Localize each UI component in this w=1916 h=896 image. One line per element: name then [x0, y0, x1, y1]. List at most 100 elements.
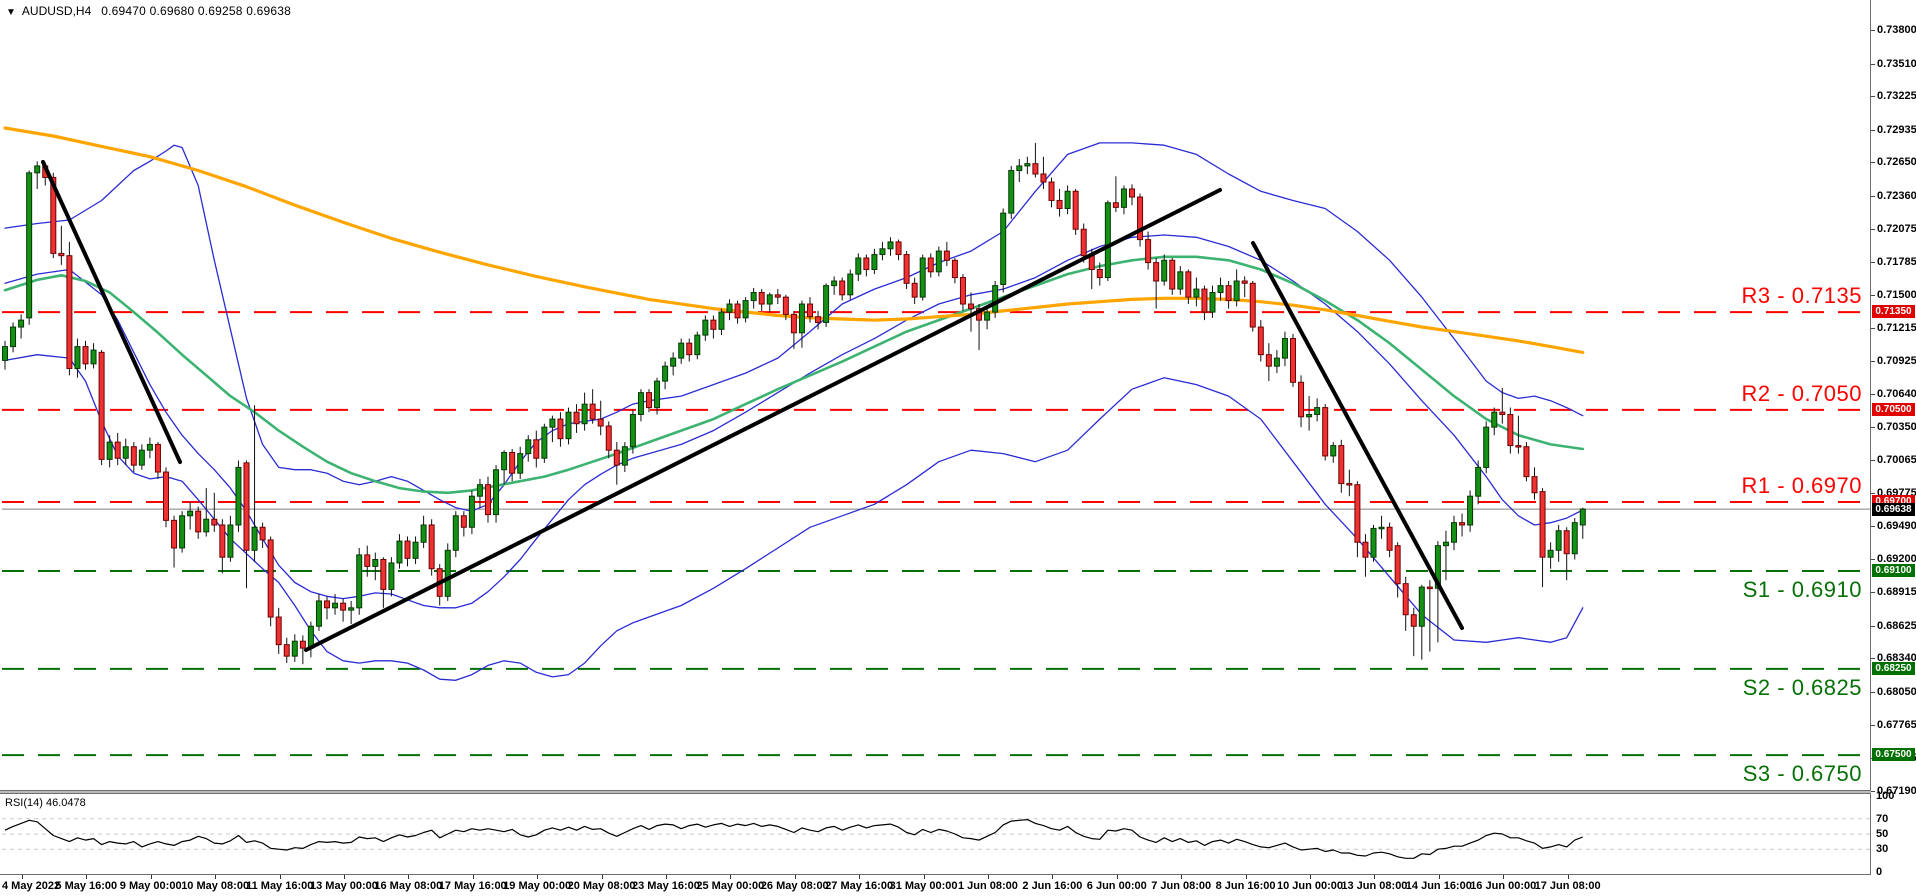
candle-bear: [1322, 407, 1329, 457]
candle-bull: [847, 273, 854, 296]
time-tick-label: 5 May 16:00: [55, 880, 118, 892]
candle-bull: [718, 311, 725, 330]
candle-bull: [541, 426, 548, 459]
candle-bear: [597, 418, 604, 427]
time-tick-label: 11 May 16:00: [246, 880, 314, 892]
time-axis[interactable]: 4 May 2022 5 May 16:00 9 May 00:00 10 May 0…: [0, 875, 1916, 896]
time-tick-label: 7 Jun 08:00: [1151, 880, 1212, 892]
price-axis[interactable]: 0.71350 0.70500 0.69700 0.69100 0.68250 0.675…: [1871, 0, 1916, 875]
candle-bear: [58, 252, 65, 257]
candle-bear: [613, 449, 620, 466]
candle-bear: [1459, 522, 1466, 526]
candle-bull: [855, 257, 862, 275]
time-tick: [923, 875, 925, 879]
candle-bear: [195, 510, 202, 533]
rsi-line: [4, 819, 1584, 859]
rsi-indicator-panel[interactable]: RSI(14) 46.0478: [0, 794, 1871, 875]
candle-bear: [1499, 411, 1506, 415]
time-tick: [537, 875, 539, 879]
rsi-scale-label: 100: [1876, 790, 1895, 802]
level-label-r3: R3 - 0.7135: [1741, 283, 1862, 309]
candle-bull: [766, 294, 773, 305]
candle-bull: [501, 451, 508, 471]
trendline-downtrend-june[interactable]: [1251, 241, 1464, 630]
rsi-scale-label: 0: [1876, 866, 1883, 878]
time-tick: [150, 875, 152, 879]
price-tick: [1871, 96, 1875, 98]
candle-bear: [1241, 280, 1248, 284]
candle-bull: [1161, 259, 1168, 282]
price-tick: [1871, 162, 1875, 164]
candle-bear: [1145, 239, 1152, 264]
time-tick: [1310, 875, 1311, 879]
candle-bear: [1563, 530, 1570, 555]
ma-fast-line: [3, 255, 1585, 495]
rsi-scale-label: 50: [1876, 828, 1889, 840]
current-price-badge: 0.69638: [1872, 503, 1915, 517]
time-tick-label: 16 May 08:00: [374, 880, 443, 892]
candle-bear: [734, 303, 741, 319]
rsi-scale-label: 30: [1876, 843, 1889, 856]
price-tick: [1871, 724, 1875, 726]
candle-bull: [106, 441, 113, 460]
price-tick: [1871, 129, 1875, 131]
candle-bull: [388, 562, 395, 590]
panel-splitter[interactable]: [0, 791, 1871, 794]
price-tick: [1871, 459, 1875, 461]
candle-bull: [1378, 526, 1385, 530]
candle-bear: [130, 446, 137, 466]
main-chart-plot[interactable]: ▼ AUDUSD,H4 0.69470 0.69680 0.69258 0.6963…: [0, 0, 1871, 791]
trendline-downtrend-early-may[interactable]: [41, 160, 182, 464]
candle-bear: [219, 524, 226, 558]
candle-bull: [476, 484, 483, 497]
time-tick: [22, 875, 23, 879]
candle-bull: [702, 319, 709, 336]
candle-bull: [935, 250, 942, 273]
candle-bear: [283, 644, 290, 657]
price-tick: [1871, 30, 1875, 32]
symbol-dropdown-icon[interactable]: ▼: [6, 7, 16, 18]
time-tick: [666, 875, 667, 879]
candle-bull: [1555, 530, 1562, 551]
candle-bear: [171, 519, 178, 549]
candle-bear: [1048, 181, 1055, 201]
time-tick: [1245, 875, 1247, 879]
price-tick: [1871, 327, 1875, 329]
time-tick: [988, 875, 989, 879]
time-tick-label: 4 May 2022: [2, 880, 61, 892]
time-tick-label: 20 May 08:00: [567, 880, 636, 892]
candle-bull: [887, 241, 894, 250]
rsi-scale-label: 70: [1876, 812, 1889, 825]
candle-bear: [646, 392, 652, 409]
time-tick: [859, 875, 861, 879]
candle-bull: [187, 510, 194, 517]
candle-bear: [211, 518, 218, 526]
time-tick-label: 25 May 00:00: [696, 880, 765, 892]
price-tick-label: 0.68915: [1877, 586, 1916, 599]
candle-bear: [404, 540, 411, 559]
candle-bull: [798, 303, 805, 334]
candle-bear: [299, 640, 306, 649]
candle-bull: [315, 600, 322, 627]
price-tick-label: 0.73800: [1877, 24, 1916, 37]
price-badge-r3: 0.71350: [1872, 305, 1915, 319]
price-tick-label: 0.70925: [1877, 354, 1916, 367]
candle-bull: [1483, 426, 1490, 468]
candle-bull: [1442, 541, 1449, 547]
candle-bear: [790, 313, 797, 334]
time-tick-label: 26 May 08:00: [760, 880, 829, 892]
candle-bear: [1346, 483, 1353, 486]
price-tick-label: 0.70640: [1877, 387, 1916, 400]
candle-bull: [1434, 545, 1441, 589]
candle-bear: [340, 602, 347, 611]
price-tick-label: 0.71500: [1877, 288, 1916, 301]
candle-bull: [621, 446, 628, 466]
time-tick: [279, 875, 281, 879]
candle-bear: [911, 282, 918, 298]
time-tick-label: 27 May 16:00: [825, 880, 894, 892]
trendline-uptrend-may-june[interactable]: [304, 188, 1222, 652]
candle-bear: [589, 403, 596, 420]
candle-bear: [1290, 338, 1296, 383]
candle-bear: [1402, 583, 1409, 616]
candle-bear: [114, 441, 121, 459]
